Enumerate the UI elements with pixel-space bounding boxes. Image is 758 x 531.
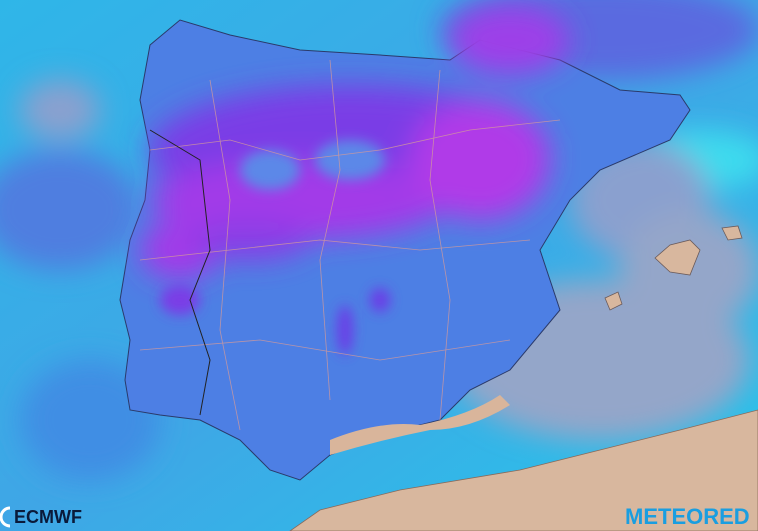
logo-icon (0, 506, 11, 528)
logo-left: ECMWF (14, 507, 82, 527)
mallorca (654, 239, 701, 276)
ibiza (604, 291, 623, 311)
dry-coast (330, 395, 510, 455)
province-borders (139, 59, 561, 431)
portugal-border (149, 129, 211, 416)
north-africa (289, 409, 758, 531)
menorca (721, 225, 743, 241)
moderate-precipitation (160, 140, 390, 355)
logo-right: METEORED (625, 504, 750, 529)
sea-precipitation (0, 0, 758, 480)
